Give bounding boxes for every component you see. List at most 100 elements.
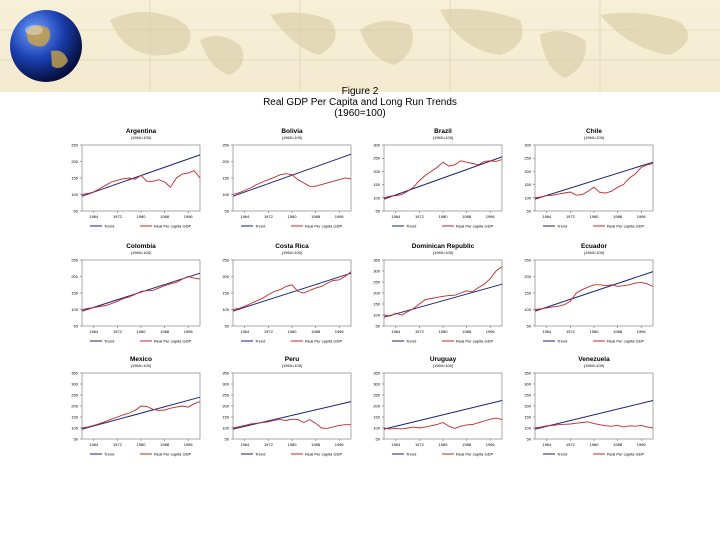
world-map-pattern	[0, 0, 720, 92]
x-tick-label: 1964	[542, 442, 552, 447]
legend-label-gdp: Real Per capita GDP	[456, 452, 493, 457]
series-line-gdp	[81, 401, 201, 429]
x-tick-label: 1980	[288, 442, 298, 447]
y-tick-label: 50	[376, 324, 381, 329]
plot-frame	[534, 144, 654, 212]
chart-title: Colombia	[126, 243, 156, 250]
legend-label-gdp: Real Per capita GDP	[305, 339, 342, 344]
x-tick-label: 1980	[590, 442, 600, 447]
x-tick-label: 1980	[288, 214, 298, 219]
y-tick-label: 250	[222, 393, 229, 398]
y-tick-label: 250	[222, 258, 229, 263]
y-tick-label: 200	[71, 159, 78, 164]
y-tick-label: 200	[373, 169, 380, 174]
y-tick-label: 50	[376, 437, 381, 442]
x-tick-label: 1980	[288, 329, 298, 334]
x-tick-label: 1996	[637, 442, 647, 447]
x-tick-label: 1996	[486, 329, 496, 334]
y-tick-label: 50	[225, 209, 230, 214]
x-tick-label: 1996	[335, 329, 345, 334]
legend-label-gdp: Real Per capita GDP	[154, 452, 191, 457]
y-tick-label: 300	[524, 382, 531, 387]
x-tick-label: 1996	[637, 329, 647, 334]
chart-title: Bolivia	[281, 128, 303, 135]
series-line-trend	[232, 272, 352, 312]
series-line-trend	[81, 396, 201, 430]
x-tick-label: 1980	[137, 442, 147, 447]
y-tick-label: 150	[71, 176, 78, 181]
legend-label-gdp: Real Per capita GDP	[456, 224, 493, 229]
chart-title: Mexico	[130, 356, 152, 363]
series-line-gdp	[383, 266, 503, 317]
plot-frame	[534, 259, 654, 327]
y-tick-label: 100	[71, 307, 78, 312]
legend-label-gdp: Real Per capita GDP	[607, 339, 644, 344]
y-tick-label: 350	[71, 371, 78, 376]
legend-label-gdp: Real Per capita GDP	[305, 224, 342, 229]
y-tick-label: 200	[524, 404, 531, 409]
legend-label-gdp: Real Per capita GDP	[305, 452, 342, 457]
plot-frame	[232, 259, 352, 327]
y-tick-label: 200	[222, 159, 229, 164]
y-tick-label: 250	[373, 393, 380, 398]
y-tick-label: 300	[373, 382, 380, 387]
chart-panel: Mexico(1960=100) 50 100 150 200 250 300 350 1964…	[71, 356, 201, 457]
chart-panel: Brazil(1960=100) 50 100 150 200 250 300 1964 197…	[373, 128, 503, 229]
x-tick-label: 1972	[566, 329, 576, 334]
y-tick-label: 300	[71, 382, 78, 387]
series-line-trend	[383, 283, 503, 318]
legend-label-trend: Trend	[255, 339, 265, 344]
legend-label-trend: Trend	[406, 339, 416, 344]
x-tick-label: 1964	[89, 442, 99, 447]
chart-subtitle: (1960=100)	[282, 135, 303, 140]
x-tick-label: 1980	[590, 329, 600, 334]
y-tick-label: 100	[373, 426, 380, 431]
chart-legend: Trend Real Per capita GDP	[241, 452, 342, 457]
x-tick-label: 1996	[486, 442, 496, 447]
series-line-gdp	[383, 159, 503, 199]
chart-legend: Trend Real Per capita GDP	[392, 452, 493, 457]
y-tick-label: 350	[524, 371, 531, 376]
x-tick-label: 1988	[160, 214, 170, 219]
decorative-banner	[0, 0, 720, 92]
y-tick-label: 250	[222, 143, 229, 148]
x-tick-label: 1996	[335, 442, 345, 447]
legend-label-trend: Trend	[557, 452, 567, 457]
y-tick-label: 50	[74, 324, 79, 329]
chart-panel: Costa Rica(1960=100) 50 100 150 200 250 1964 19…	[222, 243, 352, 344]
series-line-trend	[383, 156, 503, 200]
legend-label-trend: Trend	[104, 452, 114, 457]
y-tick-label: 50	[527, 209, 532, 214]
series-line-gdp	[534, 421, 654, 429]
y-tick-label: 250	[373, 280, 380, 285]
y-tick-label: 100	[222, 192, 229, 197]
y-tick-label: 150	[71, 291, 78, 296]
chart-legend: Trend Real Per capita GDP	[90, 339, 191, 344]
chart-panel: Uruguay(1960=100) 50 100 150 200 250 300 350 196…	[373, 356, 503, 457]
y-tick-label: 350	[373, 258, 380, 263]
x-tick-label: 1964	[542, 329, 552, 334]
y-tick-label: 300	[373, 143, 380, 148]
x-tick-label: 1988	[462, 214, 472, 219]
chart-subtitle: (1960=100)	[584, 363, 605, 368]
y-tick-label: 250	[71, 393, 78, 398]
x-tick-label: 1980	[137, 329, 147, 334]
x-tick-label: 1964	[240, 442, 250, 447]
legend-label-trend: Trend	[255, 224, 265, 229]
series-line-gdp	[232, 418, 351, 429]
x-tick-label: 1980	[439, 329, 449, 334]
y-tick-label: 200	[71, 274, 78, 279]
y-tick-label: 200	[222, 404, 229, 409]
x-tick-label: 1972	[113, 214, 123, 219]
chart-subtitle: (1960=100)	[131, 250, 152, 255]
x-tick-label: 1972	[264, 329, 274, 334]
x-tick-label: 1996	[335, 214, 345, 219]
series-line-trend	[81, 272, 201, 312]
chart-title: Venezuela	[578, 356, 610, 363]
y-tick-label: 250	[373, 156, 380, 161]
chart-subtitle: (1960=100)	[433, 363, 454, 368]
figure-label: Figure 2	[341, 86, 379, 97]
chart-panel: Ecuador(1960=100) 50 100 150 200 250 1964 1972 1…	[524, 243, 654, 344]
y-tick-label: 100	[222, 426, 229, 431]
y-tick-label: 150	[71, 415, 78, 420]
